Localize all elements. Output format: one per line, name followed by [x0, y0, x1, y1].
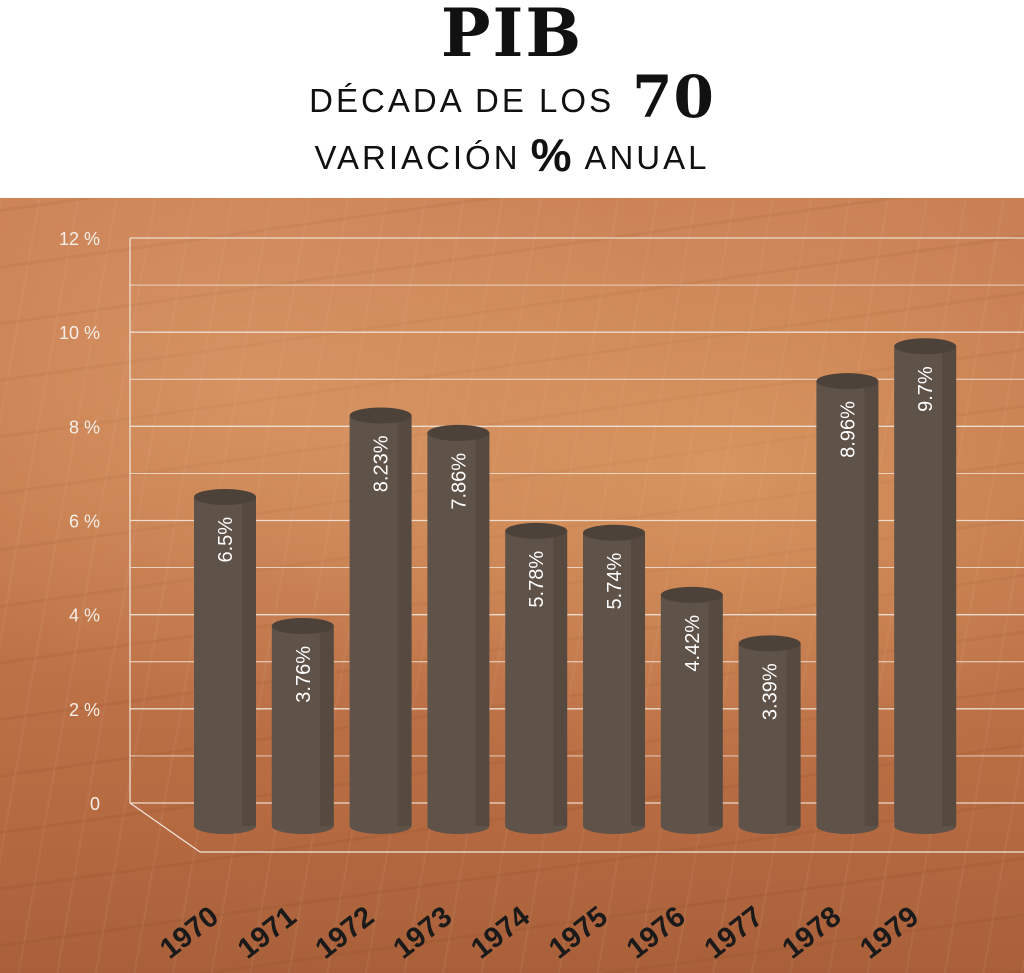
bar	[583, 532, 645, 834]
bar-shade	[631, 532, 645, 826]
bar-value-label: 3.76%	[293, 646, 315, 703]
y-tick-label: 4 %	[69, 606, 100, 626]
bar-shade	[319, 625, 334, 826]
chart-header: PIB DÉCADA DE LOS 70 VARIACIÓN% ANUAL	[0, 0, 1024, 198]
x-tick-label-year: 1970	[154, 900, 225, 965]
bar-value-label: 6.5%	[215, 517, 237, 563]
x-tick-label-year: 1979	[854, 900, 925, 965]
subtitle-decade-text: DÉCADA DE LOS	[309, 82, 615, 119]
bar-shade	[708, 594, 723, 826]
bar	[194, 496, 256, 834]
bar-value-label: 5.78%	[526, 551, 548, 608]
bar-cap	[194, 488, 256, 505]
bar	[738, 643, 801, 834]
bar	[816, 381, 879, 834]
bar	[349, 415, 412, 834]
bar	[894, 346, 957, 834]
subtitle-decade-number: 70	[632, 63, 715, 131]
bar-value-label: 7.86%	[448, 453, 470, 510]
bar	[427, 432, 490, 834]
chart-title: PIB	[440, 0, 584, 72]
bar-value-label: 4.42%	[682, 615, 704, 672]
x-tick-label-year: 1972	[310, 900, 381, 965]
floor-edge-line	[129, 802, 201, 853]
x-tick-label-year: 1975	[543, 900, 614, 965]
bar-cap	[660, 586, 723, 603]
bar-shade	[397, 415, 412, 826]
x-tick-label-year: 1974	[465, 900, 536, 965]
bar-cap	[505, 522, 568, 539]
subtitle-percent-sign: %	[530, 129, 575, 181]
bar-cap	[738, 635, 801, 652]
bar-value-label: 3.39%	[760, 663, 782, 720]
chart-subtitle-decade: DÉCADA DE LOS 70	[0, 58, 1024, 131]
bar-cap	[894, 338, 957, 355]
bar-value-label: 5.74%	[604, 553, 626, 610]
bar-cap	[427, 424, 490, 441]
x-tick-label-year: 1977	[699, 900, 770, 965]
x-tick-label-year: 1973	[388, 900, 459, 965]
bar	[271, 625, 334, 834]
bar-value-label: 9.7%	[915, 366, 937, 412]
y-tick-label: 2 %	[69, 700, 100, 720]
bar-cap	[583, 524, 645, 541]
bar-shade	[786, 643, 801, 826]
bar-shade	[553, 530, 568, 826]
y-tick-label: 8 %	[69, 417, 100, 437]
x-tick-label-year: 1976	[621, 900, 692, 965]
bar-shade	[942, 346, 957, 826]
y-tick-label: 10 %	[59, 323, 100, 343]
bar-value-label: 8.23%	[371, 435, 393, 492]
bar-shade	[864, 381, 879, 826]
y-tick-label: 12 %	[59, 229, 100, 249]
bar-cap	[349, 407, 412, 424]
y-tick-label: 0	[90, 794, 100, 814]
bar-shade	[475, 432, 490, 826]
chart-subtitle-variation: VARIACIÓN% ANUAL	[0, 126, 1024, 181]
bar-shade	[242, 496, 256, 826]
subtitle-annual-text: ANUAL	[584, 139, 710, 176]
bar-cap	[271, 617, 334, 634]
bar	[505, 530, 568, 834]
x-tick-label-year: 1978	[777, 900, 848, 965]
bar-cap	[816, 373, 879, 390]
bar-value-label: 8.96%	[837, 401, 859, 458]
subtitle-variation-text: VARIACIÓN	[314, 139, 521, 176]
x-tick-label-year: 1971	[232, 900, 303, 965]
y-tick-label: 6 %	[69, 512, 100, 532]
bar	[660, 594, 723, 834]
